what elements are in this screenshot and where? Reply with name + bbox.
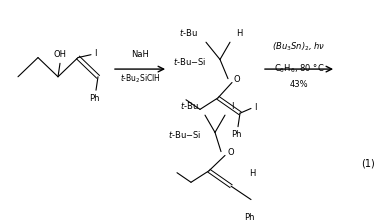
Text: O: O	[234, 75, 241, 84]
Text: $t$-Bu$-$Si: $t$-Bu$-$Si	[173, 56, 206, 67]
Text: OH: OH	[53, 50, 67, 59]
Text: NaH: NaH	[131, 50, 149, 59]
Text: I: I	[94, 49, 96, 58]
Text: I: I	[231, 102, 233, 111]
Text: $t$-Bu: $t$-Bu	[180, 100, 199, 111]
Text: (Bu$_3$Sn)$_2$, $h\nu$: (Bu$_3$Sn)$_2$, $h\nu$	[272, 40, 326, 53]
Text: H: H	[236, 29, 242, 38]
Text: H: H	[249, 169, 255, 178]
Text: I: I	[254, 103, 257, 112]
Text: $t$-Bu$-$Si: $t$-Bu$-$Si	[168, 129, 201, 140]
Text: O: O	[227, 148, 234, 157]
Text: Ph: Ph	[244, 213, 254, 222]
Text: 43%: 43%	[290, 80, 308, 89]
Text: C$_6$H$_6$, 80 $\degree$C: C$_6$H$_6$, 80 $\degree$C	[274, 63, 324, 75]
Text: Ph: Ph	[231, 131, 241, 139]
Text: $t$-Bu$_2$SiClH: $t$-Bu$_2$SiClH	[120, 73, 161, 85]
Text: (1): (1)	[361, 158, 375, 168]
Text: $t$-Bu: $t$-Bu	[179, 27, 198, 38]
Text: Ph: Ph	[89, 94, 99, 103]
